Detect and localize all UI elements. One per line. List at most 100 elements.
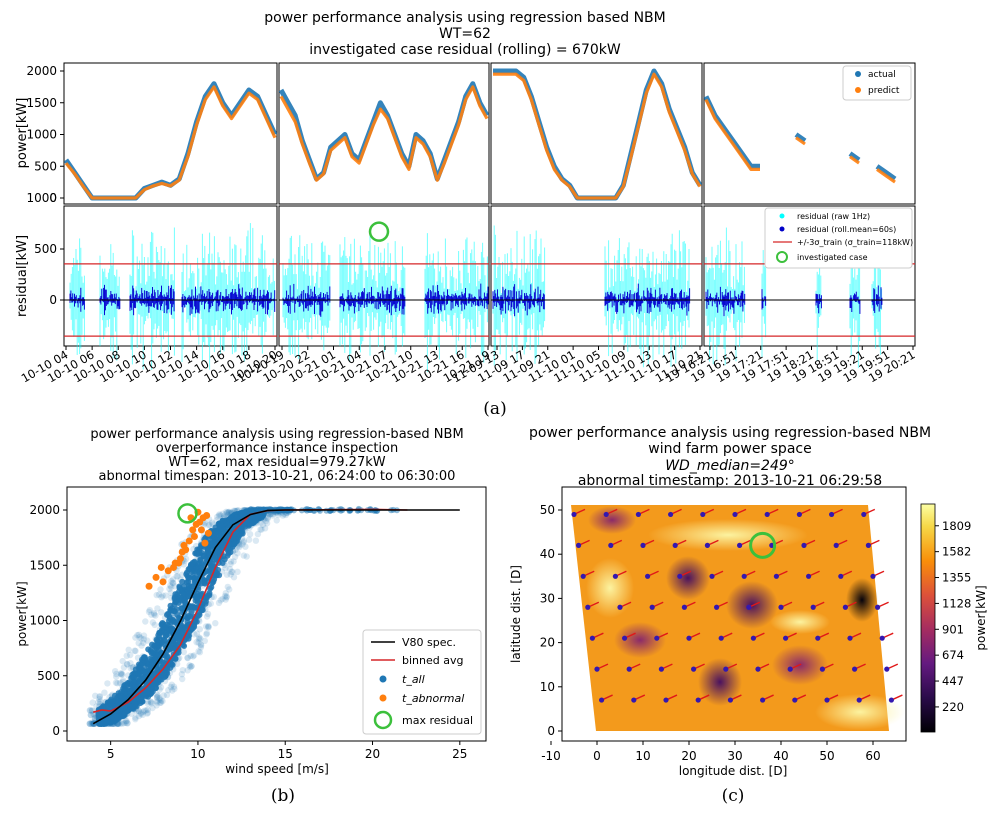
scatter-point-faint: [263, 520, 271, 527]
scatter-point-faint: [264, 515, 271, 522]
right-title: power performance analysis using regress…: [529, 425, 931, 489]
scatter-point-faint: [170, 580, 177, 587]
turbine-marker: [727, 697, 734, 703]
scatter-point: [183, 579, 190, 586]
scatter-point-faint: [124, 719, 131, 727]
colorbar-tick-label: 674: [942, 648, 964, 662]
scatter-point-faint: [95, 698, 102, 706]
residual-legend-box: [764, 207, 913, 269]
left-ytick-label: 1500: [29, 558, 60, 572]
heatmap-bright-area: [586, 558, 634, 618]
scatter-point-faint: [131, 647, 138, 654]
scatter-point-faint: [132, 647, 139, 655]
turbine-marker: [617, 604, 623, 610]
turbine-marker: [838, 573, 844, 579]
legend-binned-label: binned avg: [402, 654, 463, 667]
scatter-point-faint: [145, 608, 153, 615]
scatter-point-faint: [123, 717, 130, 725]
scatter-point: [178, 633, 185, 640]
left-ylabel: power[kW]: [15, 581, 29, 646]
top-title-line-1: power performance analysis using regress…: [264, 10, 665, 26]
scatter-point-faint: [203, 613, 211, 620]
scatter-point-faint: [215, 512, 223, 519]
scatter-point-faint: [158, 609, 165, 616]
power-legend: actual predict: [842, 65, 912, 101]
scatter-point-faint: [120, 719, 128, 727]
scatter-point-faint: [184, 654, 191, 662]
turbine-marker: [737, 542, 743, 548]
scatter-point-faint: [231, 553, 239, 560]
left-title-line-3: WT=62, max residual=979.27kW: [168, 455, 385, 470]
turbine-marker: [870, 573, 876, 579]
scatter-point-faint: [135, 708, 143, 715]
scatter-point: [194, 590, 200, 597]
abnormal-point: [201, 539, 209, 547]
scatter-point: [317, 507, 323, 514]
power-ytick-label: 2000: [26, 64, 57, 78]
scatter-point-faint: [156, 696, 163, 703]
scatter-point-faint: [123, 652, 130, 659]
turbine-marker: [760, 697, 766, 703]
scatter-point-faint: [122, 717, 129, 725]
scatter-point: [167, 642, 174, 649]
scatter-point-faint: [151, 611, 158, 618]
scatter-point-faint: [135, 631, 143, 638]
scatter-point-faint: [180, 648, 187, 656]
legend-v80-label: V80 spec.: [402, 636, 456, 649]
scatter-point-faint: [159, 697, 166, 705]
turbine-marker: [603, 511, 609, 518]
scatter-point: [182, 596, 188, 603]
scatter-point-faint: [188, 662, 195, 670]
scatter-marks: [92, 503, 460, 725]
scatter-point-faint: [197, 644, 205, 651]
legend-actual-label: actual: [868, 70, 896, 80]
scatter-point: [166, 613, 173, 620]
scatter-point-faint: [245, 536, 253, 543]
scatter-point: [311, 507, 318, 514]
left-ytick-label: 1000: [29, 614, 60, 628]
top-title-line-2: WT=62: [439, 26, 491, 42]
scatter-point-faint: [144, 709, 151, 716]
left-xtick-label: 5: [107, 747, 115, 761]
scatter-point-faint: [242, 543, 249, 550]
scatter-point-faint: [113, 670, 120, 678]
abnormal-point: [204, 529, 212, 537]
scatter-point-faint: [243, 553, 250, 560]
turbine-marker: [599, 697, 605, 703]
scatter-point-faint: [221, 512, 228, 519]
right-ytick-label: 10: [540, 680, 555, 694]
turbine-marker: [681, 604, 688, 610]
scatter-point: [172, 655, 179, 662]
turbine-marker: [875, 604, 881, 610]
scatter-point-faint: [135, 639, 142, 647]
scatter-point-faint: [167, 589, 174, 596]
scatter-point-faint: [222, 596, 229, 603]
scatter-point-faint: [193, 630, 201, 637]
scatter-point-faint: [170, 683, 178, 690]
left-ytick-label: 0: [52, 724, 60, 738]
series-predict-panel-1: [64, 85, 277, 200]
scatter-point: [304, 506, 311, 512]
legend-predict-label: predict: [868, 86, 900, 96]
power-panel-1: [63, 62, 278, 205]
residual-ylabel: residual[kW]: [15, 235, 30, 317]
scatter-point: [206, 566, 213, 573]
scatter-point-faint: [140, 632, 148, 639]
scatter-point: [205, 548, 212, 554]
scatter-point-faint: [135, 712, 143, 720]
scatter-point-faint: [173, 573, 180, 580]
colorbar-tick-label: 901: [942, 622, 964, 636]
scatter-point-faint: [196, 649, 204, 656]
scatter-point-faint: [224, 583, 231, 591]
scatter-point-faint: [166, 585, 173, 593]
turbine-marker: [796, 511, 803, 518]
scatter-point-faint: [137, 709, 145, 716]
scatter-point-faint: [86, 707, 94, 714]
scatter-point: [172, 591, 179, 598]
abnormal-point: [175, 559, 183, 567]
scatter-all-points: [86, 505, 400, 727]
scatter-point-faint: [225, 508, 233, 515]
scatter-point-faint: [160, 692, 167, 699]
turbine-marker: [884, 666, 890, 672]
